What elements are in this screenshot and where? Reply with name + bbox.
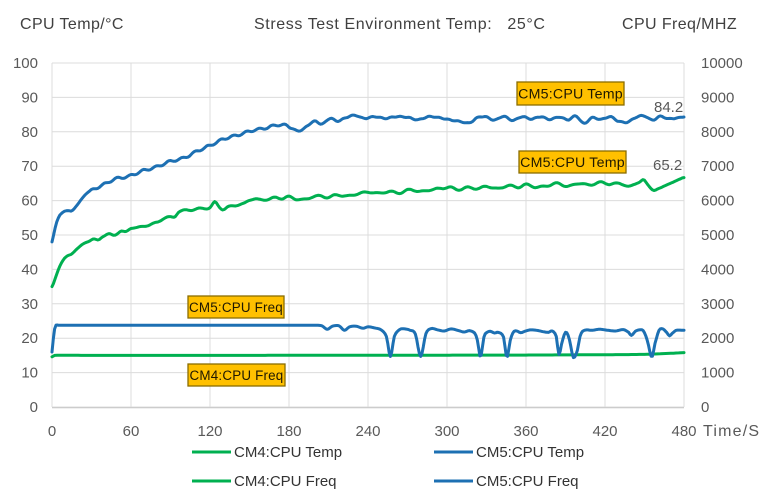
svg-text:40: 40 [21,261,38,278]
svg-text:3000: 3000 [701,296,734,313]
svg-text:60: 60 [21,193,38,210]
svg-text:50: 50 [21,227,38,244]
svg-text:10: 10 [21,365,38,382]
svg-text:240: 240 [355,423,380,440]
svg-text:CPU Temp/°C: CPU Temp/°C [20,16,124,33]
svg-text:480: 480 [671,423,696,440]
svg-text:CM4:CPU Temp: CM4:CPU Temp [234,444,342,461]
svg-text:CM5:CPU Temp: CM5:CPU Temp [518,87,623,103]
svg-text:CM5:CPU Temp: CM5:CPU Temp [520,155,625,171]
svg-text:420: 420 [592,423,617,440]
svg-text:60: 60 [123,423,140,440]
svg-text:20: 20 [21,330,38,347]
svg-text:180: 180 [276,423,301,440]
svg-text:0: 0 [701,399,709,416]
svg-text:CM5:CPU Temp: CM5:CPU Temp [476,444,584,461]
svg-text:65.2: 65.2 [653,157,682,174]
svg-text:84.2: 84.2 [654,99,683,116]
svg-text:4000: 4000 [701,261,734,278]
svg-text:CM4:CPU Freq: CM4:CPU Freq [234,473,337,490]
svg-text:100: 100 [13,55,38,72]
svg-text:10000: 10000 [701,55,743,72]
svg-text:CM4:CPU Freq: CM4:CPU Freq [190,368,284,383]
svg-text:1000: 1000 [701,365,734,382]
svg-text:0: 0 [30,399,38,416]
svg-text:5000: 5000 [701,227,734,244]
svg-text:90: 90 [21,89,38,106]
svg-text:80: 80 [21,124,38,141]
svg-text:Stress Test Environment Temp:: Stress Test Environment Temp: 25°C [254,16,546,33]
svg-text:120: 120 [197,423,222,440]
svg-text:CPU Freq/MHZ: CPU Freq/MHZ [622,16,737,33]
svg-text:7000: 7000 [701,158,734,175]
svg-text:9000: 9000 [701,89,734,106]
svg-text:6000: 6000 [701,193,734,210]
svg-text:300: 300 [434,423,459,440]
svg-text:360: 360 [513,423,538,440]
svg-text:0: 0 [48,423,56,440]
svg-text:70: 70 [21,158,38,175]
svg-text:CM5:CPU Freq: CM5:CPU Freq [476,473,579,490]
svg-text:CM5:CPU Freq: CM5:CPU Freq [189,300,283,315]
svg-text:Time/S: Time/S [703,423,760,440]
svg-text:8000: 8000 [701,124,734,141]
svg-text:30: 30 [21,296,38,313]
svg-text:2000: 2000 [701,330,734,347]
